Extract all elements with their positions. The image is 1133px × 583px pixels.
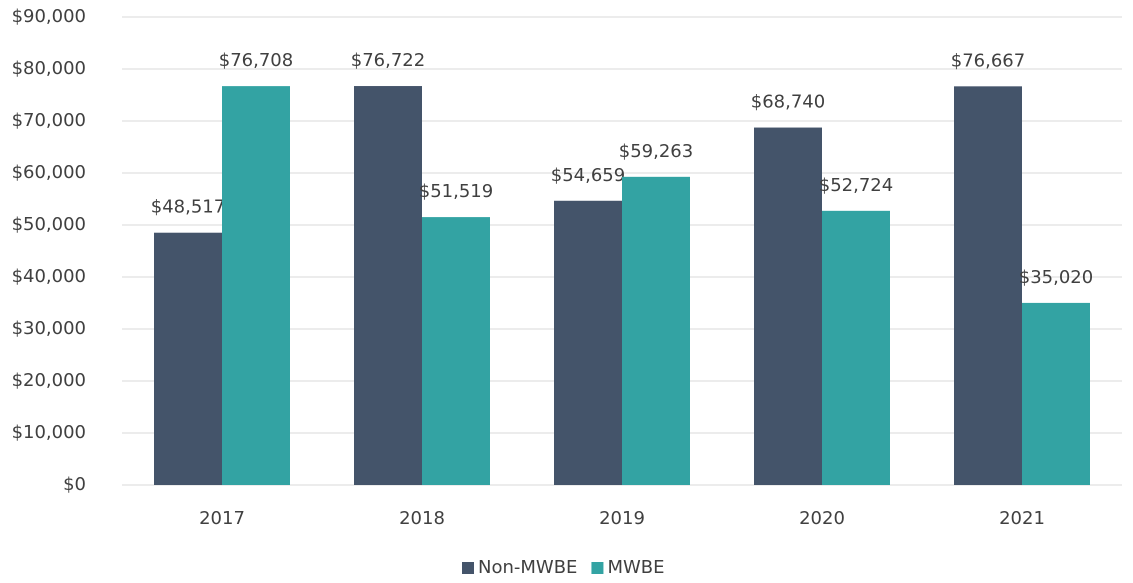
- data-label: $68,740: [751, 92, 825, 113]
- y-tick-label: $20,000: [12, 370, 86, 391]
- data-label: $76,708: [219, 50, 293, 71]
- data-label: $48,517: [151, 197, 225, 218]
- legend-label: MWBE: [607, 557, 664, 578]
- y-tick-label: $0: [63, 474, 86, 495]
- bar: [354, 86, 422, 486]
- y-tick-label: $60,000: [12, 162, 86, 183]
- bar: [554, 200, 622, 485]
- y-tick-label: $50,000: [12, 214, 86, 235]
- bar: [154, 232, 222, 485]
- data-label: $76,722: [351, 50, 425, 71]
- x-tick-label: 2018: [399, 508, 445, 529]
- legend-swatch: [462, 562, 474, 574]
- bar: [754, 127, 822, 485]
- data-label: $52,724: [819, 175, 893, 196]
- y-tick-label: $70,000: [12, 110, 86, 131]
- data-label: $35,020: [1019, 267, 1093, 288]
- y-tick-label: $10,000: [12, 422, 86, 443]
- bar: [222, 86, 290, 485]
- bar: [1022, 302, 1090, 485]
- data-label: $59,263: [619, 141, 693, 162]
- y-tick-label: $90,000: [12, 6, 86, 27]
- y-tick-label: $40,000: [12, 266, 86, 287]
- data-label: $76,667: [951, 50, 1025, 71]
- bar: [422, 217, 490, 485]
- x-tick-label: 2017: [199, 508, 245, 529]
- bar: [622, 176, 690, 485]
- legend-label: Non-MWBE: [478, 557, 577, 578]
- x-tick-label: 2019: [599, 508, 645, 529]
- x-tick-label: 2021: [999, 508, 1045, 529]
- x-tick-label: 2020: [799, 508, 845, 529]
- y-tick-label: $80,000: [12, 58, 86, 79]
- data-label: $54,659: [551, 165, 625, 186]
- y-tick-label: $30,000: [12, 318, 86, 339]
- bar: [822, 210, 890, 485]
- bar: [954, 86, 1022, 485]
- data-label: $51,519: [419, 181, 493, 202]
- legend-swatch: [591, 562, 604, 574]
